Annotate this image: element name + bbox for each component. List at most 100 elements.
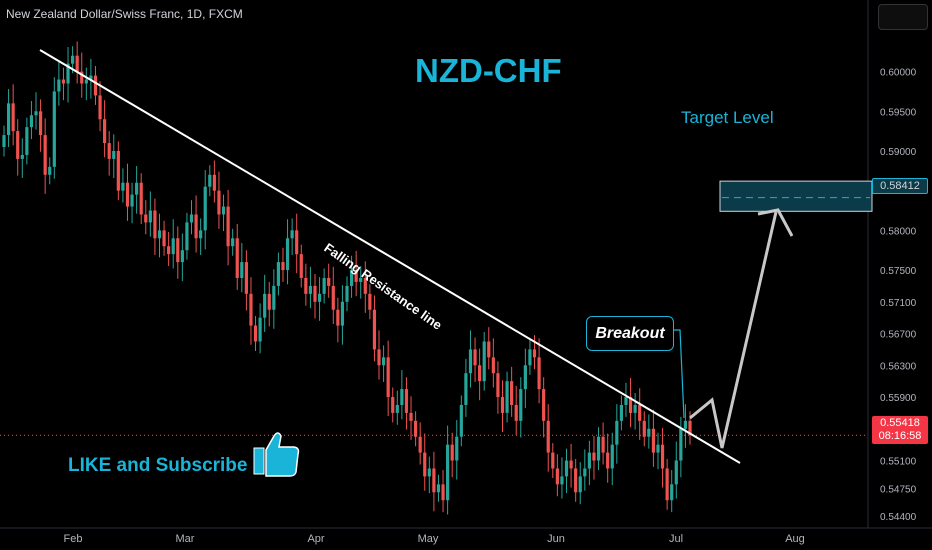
candle-body <box>93 75 98 96</box>
candle-body <box>372 309 377 350</box>
candle-body <box>171 238 175 255</box>
candle-body <box>2 135 6 147</box>
candle-body <box>153 210 157 239</box>
falling-resistance-line <box>39 49 741 464</box>
candle-body <box>683 420 688 429</box>
x-tick-label: Aug <box>785 533 805 545</box>
candle-body <box>473 349 477 366</box>
candle-body <box>505 381 509 413</box>
candle-body <box>313 285 317 302</box>
breakout-connector <box>674 329 685 419</box>
projection-arrowhead <box>757 208 794 237</box>
candle-body <box>226 206 230 247</box>
candle-body <box>221 206 226 215</box>
candle-body <box>679 428 683 461</box>
candle-body <box>38 111 43 136</box>
candle-body <box>587 452 591 469</box>
candle-body <box>25 127 29 155</box>
y-tick-label: 0.59500 <box>880 107 917 118</box>
projection-path <box>689 211 778 449</box>
candle-body <box>194 214 198 239</box>
like-subscribe-text: LIKE and Subscribe <box>68 455 248 476</box>
candle-body <box>107 143 111 159</box>
candle-body <box>285 238 290 271</box>
candle-body <box>235 238 239 278</box>
candle-body <box>468 349 473 374</box>
candle-body <box>276 262 280 286</box>
candle-body <box>404 389 409 413</box>
candle-body <box>244 262 248 294</box>
candle-body <box>418 436 422 453</box>
pair-title: NZD-CHF <box>415 52 562 89</box>
candle-body <box>542 389 546 421</box>
candle-body <box>336 309 340 326</box>
candle-body <box>610 444 614 469</box>
candle-body <box>436 484 441 493</box>
candle-body <box>139 182 143 215</box>
candle-body <box>354 270 358 282</box>
candle-body <box>157 230 162 239</box>
y-tick-label: 0.55100 <box>880 457 917 468</box>
y-tick-label: 0.59000 <box>880 147 917 158</box>
candle-body <box>391 397 395 413</box>
candle-body <box>121 182 125 191</box>
x-tick-label: Jun <box>547 533 565 545</box>
candle-body <box>491 357 495 374</box>
candle-body <box>601 436 605 453</box>
candle-body <box>272 285 276 310</box>
y-tick-label: 0.55900 <box>880 393 917 404</box>
candle-body <box>217 190 221 215</box>
candle-body <box>551 452 555 469</box>
candle-body <box>16 131 20 159</box>
candle-body <box>299 254 303 278</box>
candle-body <box>510 381 514 405</box>
candle-body <box>253 325 258 342</box>
y-tick-label: 0.54750 <box>880 484 917 495</box>
candle-body <box>199 230 203 239</box>
candle-body <box>135 182 139 195</box>
candle-body <box>519 389 523 421</box>
current-price-tag: 0.55418 08:16:58 <box>872 416 928 444</box>
candle-body <box>386 357 390 398</box>
candle-body <box>249 293 253 326</box>
y-tick-label: 0.57500 <box>880 266 917 277</box>
candle-body <box>180 250 184 263</box>
candle-body <box>615 420 619 445</box>
x-tick-label: Apr <box>307 533 324 545</box>
candle-body <box>514 404 518 421</box>
candle-body <box>368 293 372 310</box>
candle-body <box>560 476 564 485</box>
candle-body <box>281 262 285 271</box>
candle-body <box>450 444 454 461</box>
candle-body <box>263 293 267 318</box>
candle-body <box>322 277 326 294</box>
candle-body <box>43 135 47 175</box>
candle-body <box>185 222 189 251</box>
candle-body <box>327 277 331 286</box>
candle-body <box>656 444 660 453</box>
candle-body <box>381 357 386 366</box>
thumbs-up-icon <box>253 432 300 477</box>
candle-body <box>496 373 500 398</box>
candle-body <box>6 103 11 136</box>
candle-body <box>555 468 559 485</box>
candle-body <box>48 166 52 175</box>
candle-body <box>564 460 569 477</box>
candle-body <box>642 420 646 437</box>
symbol-title[interactable]: New Zealand Dollar/Swiss Franc, 1D, FXCM <box>6 7 243 21</box>
candle-body <box>606 452 610 469</box>
candle-body <box>29 115 34 128</box>
candle-body <box>189 214 194 223</box>
candle-body <box>574 468 578 493</box>
candle-body <box>258 317 262 342</box>
candle-body <box>459 404 463 437</box>
y-tick-label: 0.60000 <box>880 68 917 79</box>
candle-body <box>176 238 180 263</box>
candle-body <box>84 79 88 84</box>
chart-settings-button[interactable] <box>878 4 928 30</box>
candle-body <box>651 428 656 453</box>
candle-body <box>546 420 550 453</box>
candle-body <box>670 484 674 501</box>
y-tick-label: 0.57100 <box>880 298 917 309</box>
